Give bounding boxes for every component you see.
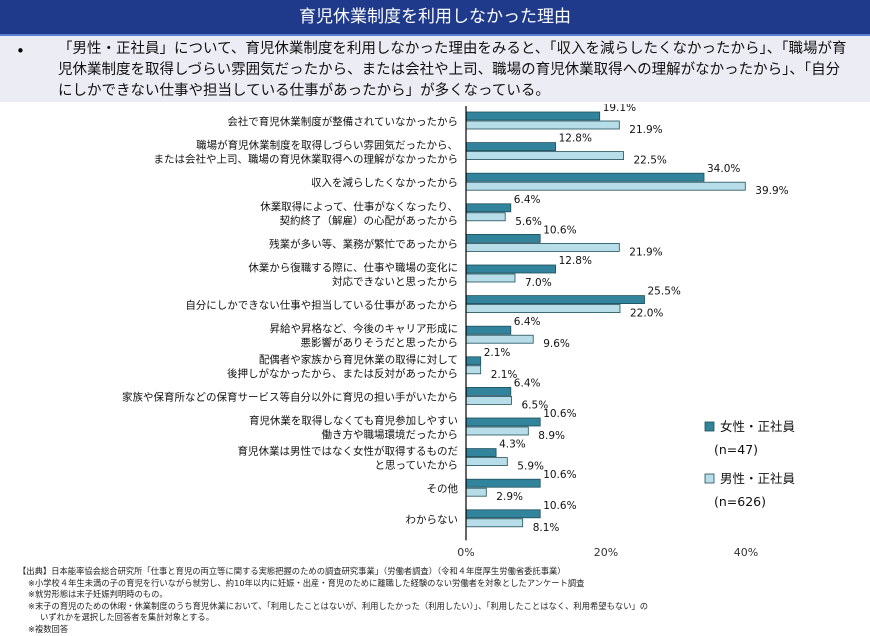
- bar-female: [465, 478, 541, 488]
- category-label: 残業が多い等、業務が繁忙であったから: [269, 237, 458, 250]
- data-label: 8.1%: [533, 522, 560, 534]
- legend-label: 女性・正社員: [720, 419, 796, 434]
- data-label: 10.6%: [543, 224, 576, 236]
- x-tick-label: 20%: [594, 546, 618, 559]
- bar-female: [465, 172, 705, 182]
- category-label: 対応できないと思ったから: [332, 275, 458, 288]
- data-label: 19.1%: [603, 104, 636, 114]
- data-label: 9.6%: [543, 338, 570, 350]
- data-label: 8.9%: [538, 430, 565, 442]
- data-label: 2.1%: [491, 369, 518, 381]
- bar-chart: 会社で育児休業制度が整備されていなかったから 19.1% 21.9% 職場が育児休業制…: [122, 104, 796, 559]
- data-label: 4.3%: [499, 439, 526, 451]
- category-label: 昇給や昇格など、今後のキャリア形成に: [270, 322, 458, 335]
- bar-female: [465, 233, 541, 243]
- category-label: 契約終了（解雇）の心配があったから: [280, 214, 459, 227]
- data-label: 6.4%: [514, 194, 541, 206]
- bar-female: [465, 417, 541, 427]
- bar-female: [465, 264, 556, 274]
- category-label: 配偶者や家族から育児休業の取得に対して: [259, 353, 458, 366]
- data-label: 2.1%: [484, 347, 511, 359]
- category-label: 後押しがなかったから、または反対があったから: [227, 367, 458, 380]
- data-label: 7.0%: [525, 277, 552, 289]
- bar-male: [465, 181, 746, 191]
- bar-male: [465, 518, 524, 528]
- category-label: または会社や上司、職場の育児休業取得への理解がなかったから: [154, 153, 459, 166]
- bar-male: [465, 426, 529, 436]
- legend-n: (n=47): [714, 442, 758, 457]
- category-label: 収入を減らしたくなかったから: [311, 176, 458, 189]
- bar-female: [465, 386, 512, 396]
- category-label: 休業取得によって、仕事がなくなったり、: [260, 200, 458, 213]
- bar-female: [465, 448, 497, 458]
- data-label: 34.0%: [707, 163, 740, 175]
- data-label: 5.6%: [515, 216, 542, 228]
- bar-male: [465, 334, 534, 344]
- category-label: 働き方や職場環境だったから: [322, 428, 459, 441]
- note-source: 【出典】日本能率協会総合研究所「仕事と育児の両立等に関する実態把握のための調査研…: [18, 566, 566, 576]
- data-label: 6.4%: [514, 316, 541, 328]
- category-label: と思っていたから: [375, 460, 458, 472]
- category-label: 自分にしかできない仕事や担当している仕事があったから: [185, 299, 458, 312]
- bar-male: [465, 120, 620, 130]
- data-label: 39.9%: [755, 185, 788, 197]
- data-label: 12.8%: [559, 133, 592, 145]
- note: ※末子の育児のための休暇・休業制度のうち育児休業において、「利用したことはないが…: [28, 600, 649, 611]
- bar-male: [465, 151, 624, 160]
- legend-n: (n=626): [714, 494, 766, 509]
- data-label: 6.5%: [522, 399, 549, 411]
- data-label: 21.9%: [629, 124, 662, 136]
- bar-male: [465, 273, 516, 283]
- legend-swatch: [704, 421, 715, 432]
- category-label: 職場が育児休業制度を取得しづらい雰囲気だったから、: [196, 139, 458, 152]
- category-label: 育児休業は男性ではなく女性が取得するものだ: [238, 445, 459, 458]
- bullet: •: [16, 42, 25, 60]
- data-label: 21.9%: [629, 246, 662, 258]
- data-label: 10.6%: [543, 500, 576, 512]
- data-label: 2.9%: [496, 491, 523, 503]
- category-label: 育児休業を取得しなくても育児参加しやすい: [249, 414, 458, 427]
- bar-female: [465, 111, 601, 121]
- bar-female: [465, 509, 541, 519]
- bar-male: [465, 487, 487, 497]
- bar-male: [465, 457, 508, 467]
- note: ※複数回答: [28, 623, 69, 634]
- legend-label: 男性・正社員: [720, 471, 796, 486]
- data-label: 22.5%: [634, 155, 667, 167]
- category-label: その他: [427, 482, 459, 495]
- bar-male: [465, 395, 512, 405]
- bar-male: [465, 304, 621, 314]
- bar-female: [465, 142, 556, 151]
- bar-male: [465, 242, 620, 252]
- note: ※小学校４年生未満の子の育児を行いながら就労し、約10年以内に妊娠・出産・育児の…: [28, 577, 585, 588]
- summary-box: • 「男性・正社員」について、育児休業制度を利用しなかった理由をみると、「収入を…: [0, 36, 870, 102]
- legend-swatch: [704, 473, 715, 484]
- data-label: 6.4%: [514, 377, 541, 389]
- data-label: 22.0%: [630, 308, 663, 320]
- bar-female: [465, 325, 512, 335]
- bar-female: [465, 203, 512, 213]
- summary-text: 「男性・正社員」について、育児休業制度を利用しなかった理由をみると、「収入を減ら…: [58, 41, 847, 99]
- data-label: 25.5%: [648, 286, 681, 298]
- x-tick-label: 0%: [457, 546, 474, 559]
- note: ※就労形態は末子妊娠判明時のもの。: [28, 589, 168, 599]
- bar-female: [465, 356, 482, 366]
- bar-male: [465, 365, 482, 375]
- category-label: 会社で育児休業制度が整備されていなかったから: [227, 115, 458, 128]
- x-tick-label: 40%: [734, 546, 758, 559]
- bar-male: [465, 212, 506, 222]
- data-label: 10.6%: [543, 469, 576, 481]
- bar-female: [465, 295, 645, 305]
- note: いずれかを選択した回答者を集計対象とする。: [40, 612, 214, 622]
- category-label: わからない: [406, 514, 459, 526]
- category-label: 家族や保育所などの保育サービス等自分以外に育児の担い手がいたから: [122, 390, 458, 403]
- data-label: 12.8%: [559, 255, 592, 267]
- category-label: 休業から復職する際に、仕事や職場の変化に: [248, 261, 458, 274]
- data-label: 10.6%: [543, 408, 576, 420]
- category-label: 悪影響がありそうだと思ったから: [301, 336, 459, 349]
- data-label: 5.9%: [517, 461, 544, 473]
- source-notes: 【出典】日本能率協会総合研究所「仕事と育児の両立等に関する実態把握のための調査研…: [18, 566, 648, 635]
- page-title: 育児休業制度を利用しなかった理由: [0, 0, 870, 36]
